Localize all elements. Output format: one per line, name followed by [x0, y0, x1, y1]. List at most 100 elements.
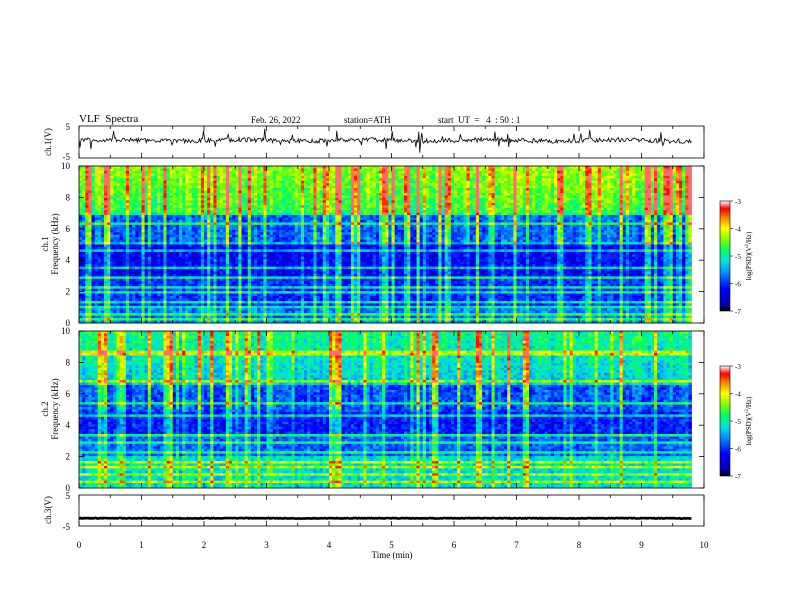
spectrogram-cell	[560, 220, 564, 223]
spectrogram-cell	[498, 205, 502, 208]
spectrogram-cell	[398, 171, 402, 174]
spectrogram-cell	[101, 171, 105, 174]
spectrogram-cell	[417, 210, 421, 213]
spectrogram-cell	[529, 168, 533, 171]
spectrogram-cell	[220, 218, 224, 221]
spectrogram-cell	[651, 168, 655, 171]
spectrogram-cell	[588, 181, 592, 184]
spectrogram-cell	[413, 186, 417, 189]
spectrogram-cell	[173, 178, 177, 181]
spectrogram-cell	[363, 213, 367, 216]
spectrogram-cell	[420, 178, 424, 181]
spectrogram-cell	[654, 225, 658, 228]
spectrogram-cell	[679, 200, 683, 203]
spectrogram-cell	[329, 168, 333, 171]
spectrogram-cell	[123, 178, 127, 181]
spectrogram-cell	[442, 205, 446, 208]
spectrogram-cell	[463, 166, 467, 169]
spectrogram-cell	[585, 220, 589, 223]
spectrogram-cell	[210, 205, 214, 208]
spectrogram-cell	[273, 168, 277, 171]
spectrogram-cell	[482, 225, 486, 228]
spectrogram-cell	[532, 222, 536, 225]
spectrogram-cell	[126, 173, 130, 176]
spectrogram-cell	[326, 227, 330, 230]
spectrogram-cell	[532, 186, 536, 189]
spectrogram-cell	[148, 200, 152, 203]
spectrogram-cell	[117, 200, 121, 203]
spectrogram-cell	[273, 191, 277, 194]
spectrogram-cell	[498, 186, 502, 189]
spectrogram-cell	[348, 188, 352, 191]
spectrogram-cell	[220, 166, 224, 169]
spectrogram-cell	[510, 225, 514, 228]
spectrogram-cell	[188, 181, 192, 184]
spectrogram-cell	[445, 225, 449, 228]
spectrogram-cell	[292, 188, 296, 191]
spectrogram-cell	[538, 210, 542, 213]
spectrogram-cell	[257, 176, 261, 179]
spectrogram-cell	[407, 222, 411, 225]
spectrogram-cell	[201, 203, 205, 206]
spectrogram-cell	[451, 208, 455, 211]
spectrogram-cell	[517, 183, 521, 186]
spectrogram-cell	[623, 195, 627, 198]
spectrogram-cell	[117, 195, 121, 198]
spectrogram-cell	[654, 181, 658, 184]
spectrogram-cell	[373, 200, 377, 203]
spectrogram-cell	[185, 227, 189, 230]
spectrogram-cell	[398, 205, 402, 208]
spectrogram-cell	[467, 186, 471, 189]
spectrogram-cell	[242, 218, 246, 221]
spectrogram-cell	[667, 166, 671, 169]
spectrogram-cell	[513, 222, 517, 225]
spectrogram-cell	[485, 178, 489, 181]
spectrogram-cell	[188, 171, 192, 174]
spectrogram-cell	[548, 205, 552, 208]
spectrogram-cell	[504, 193, 508, 196]
spectrogram-cell	[229, 213, 233, 216]
spectrogram-cell	[520, 168, 524, 171]
spectrogram-cell	[601, 205, 605, 208]
spectrogram-cell	[392, 222, 396, 225]
spectrogram-cell	[520, 193, 524, 196]
spectrogram-cell	[629, 171, 633, 174]
spectrogram-cell	[295, 186, 299, 189]
spectrogram-cell	[338, 213, 342, 216]
spectrogram-cell	[420, 210, 424, 213]
spectrogram-cell	[213, 171, 217, 174]
spectrogram-cell	[635, 222, 639, 225]
spectrogram-cell	[654, 178, 658, 181]
spectrogram-cell	[617, 208, 621, 211]
spectrogram-cell	[367, 225, 371, 228]
spectrogram-cell	[688, 220, 692, 223]
spectrogram-cell	[657, 188, 661, 191]
spectrogram-cell	[645, 205, 649, 208]
spectrogram-cell	[338, 178, 342, 181]
spectrogram-cell	[526, 205, 530, 208]
spectrogram-cell	[232, 227, 236, 230]
spectrogram-cell	[204, 168, 208, 171]
spectrogram-cell	[548, 213, 552, 216]
spectrogram-cell	[432, 200, 436, 203]
spectrogram-cell	[354, 188, 358, 191]
spectrogram-cell	[348, 193, 352, 196]
spectrogram-cell	[426, 176, 430, 179]
spectrogram-cell	[567, 166, 571, 169]
spectrogram-cell	[282, 227, 286, 230]
spectrogram-cell	[663, 198, 667, 201]
spectrogram-cell	[388, 188, 392, 191]
spectrogram-cell	[676, 195, 680, 198]
spectrogram-cell	[557, 208, 561, 211]
spectrogram-cell	[613, 210, 617, 213]
spectrogram-cell	[129, 198, 133, 201]
spectrogram-cell	[585, 210, 589, 213]
spectrogram-cell	[629, 181, 633, 184]
spectrogram-cell	[651, 186, 655, 189]
spectrogram-cell	[498, 173, 502, 176]
spectrogram-cell	[529, 203, 533, 206]
spectrogram-cell	[607, 200, 611, 203]
spectrogram-cell	[376, 210, 380, 213]
spectrogram-cell	[88, 178, 92, 181]
spectrogram-cell	[163, 171, 167, 174]
